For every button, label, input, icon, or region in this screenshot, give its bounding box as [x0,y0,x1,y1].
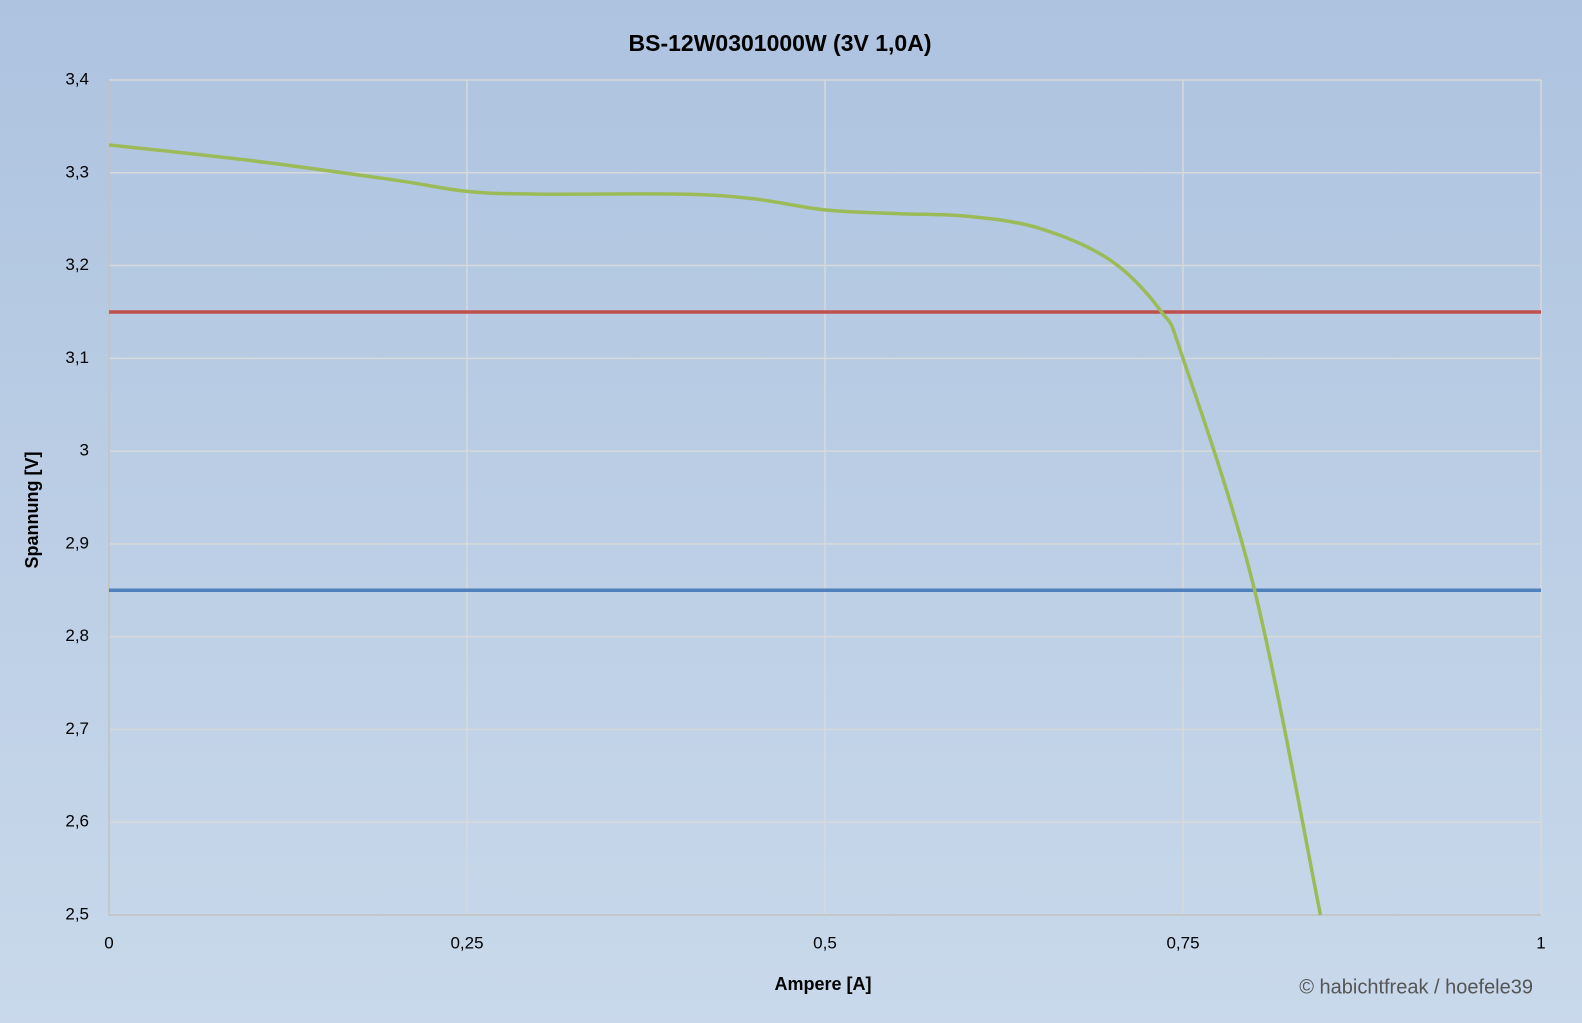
y-tick-label: 3,1 [65,348,89,367]
y-tick-label: 2,6 [65,812,89,831]
x-tick-label: 0,75 [1166,933,1199,952]
y-tick-label: 3,2 [65,255,89,274]
y-tick-label: 3,4 [65,69,89,88]
x-tick-label: 0,5 [813,933,837,952]
chart-title: BS-12W0301000W (3V 1,0A) [629,30,932,56]
y-tick-label: 2,8 [65,626,89,645]
credit: © habichtfreak / hoefele39 [1299,976,1533,998]
x-tick-label: 0,25 [450,933,483,952]
x-tick-label: 0 [104,933,113,952]
x-tick-label: 1 [1536,933,1545,952]
y-tick-label: 2,7 [65,719,89,738]
y-tick-label: 2,9 [65,533,89,552]
data-line [108,143,1323,916]
y-tick-label: 3,3 [65,162,89,181]
x-axis-label: Ampere [A] [774,974,871,994]
y-axis-label: Spannung [V] [22,452,42,569]
y-tick-label: 2,5 [65,904,89,923]
y-tick-label: 3 [80,441,89,460]
